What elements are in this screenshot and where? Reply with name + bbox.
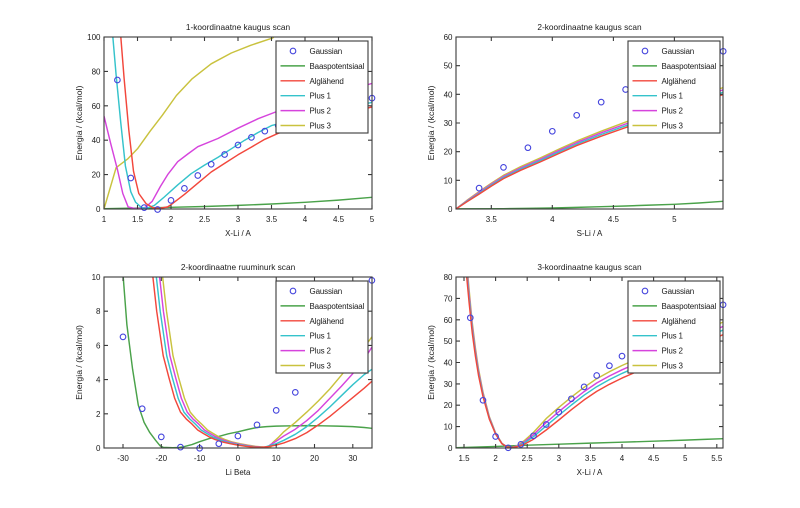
svg-text:2-koordinaatne ruuminurk scan: 2-koordinaatne ruuminurk scan [181,262,296,272]
svg-text:Li Beta: Li Beta [226,468,251,477]
svg-text:3: 3 [557,454,562,463]
svg-text:2: 2 [96,410,101,419]
svg-text:3.5: 3.5 [266,215,278,224]
svg-text:40: 40 [444,359,453,368]
svg-text:0: 0 [96,205,101,214]
svg-text:1.5: 1.5 [458,454,470,463]
svg-text:X-Li / A: X-Li / A [225,229,251,238]
svg-text:6: 6 [96,341,101,350]
svg-text:Energia / (kcal/mol): Energia / (kcal/mol) [426,85,436,160]
svg-text:0: 0 [96,444,101,453]
svg-text:4: 4 [620,454,625,463]
svg-text:Plus 1: Plus 1 [662,92,684,101]
svg-text:50: 50 [444,62,453,71]
svg-text:2.5: 2.5 [199,215,211,224]
svg-text:Energia / (kcal/mol): Energia / (kcal/mol) [74,325,84,400]
svg-text:Gaussian: Gaussian [662,287,695,296]
svg-text:4.5: 4.5 [333,215,345,224]
svg-text:10: 10 [444,423,453,432]
svg-text:80: 80 [444,273,453,282]
svg-text:2: 2 [169,215,174,224]
svg-text:2-koordinaatne kaugus scan: 2-koordinaatne kaugus scan [537,22,642,32]
svg-text:4: 4 [303,215,308,224]
svg-text:Plus 3: Plus 3 [310,362,332,371]
svg-text:Baaspotentsiaal: Baaspotentsiaal [662,62,717,71]
svg-text:0: 0 [448,205,453,214]
svg-text:Plus 3: Plus 3 [310,122,332,131]
svg-text:Alglähend: Alglähend [662,317,696,326]
svg-text:4.5: 4.5 [608,215,620,224]
svg-text:X-Li / A: X-Li / A [577,468,603,477]
svg-text:30: 30 [444,380,453,389]
svg-text:20: 20 [444,401,453,410]
svg-text:4: 4 [96,376,101,385]
svg-text:2.5: 2.5 [522,454,534,463]
svg-text:3-koordinaatne kaugus scan: 3-koordinaatne kaugus scan [537,262,642,272]
svg-text:20: 20 [310,454,319,463]
svg-text:Gaussian: Gaussian [310,47,343,56]
svg-text:100: 100 [87,33,101,42]
svg-text:60: 60 [92,102,101,111]
svg-text:Energia / (kcal/mol): Energia / (kcal/mol) [426,325,436,400]
svg-text:-20: -20 [156,454,168,463]
svg-text:10: 10 [92,273,101,282]
svg-text:-30: -30 [117,454,129,463]
svg-text:5: 5 [683,454,688,463]
svg-text:20: 20 [444,148,453,157]
svg-text:Plus 1: Plus 1 [310,332,332,341]
svg-text:60: 60 [444,33,453,42]
svg-text:S-Li / A: S-Li / A [577,229,603,238]
svg-text:Alglähend: Alglähend [662,77,696,86]
svg-text:1-koordinaatne kaugus scan: 1-koordinaatne kaugus scan [186,22,291,32]
svg-text:8: 8 [96,307,101,316]
svg-text:Alglähend: Alglähend [310,317,344,326]
svg-text:2: 2 [493,454,498,463]
svg-text:60: 60 [444,316,453,325]
svg-text:Gaussian: Gaussian [662,47,695,56]
svg-text:5: 5 [672,215,677,224]
svg-text:Plus 2: Plus 2 [662,107,684,116]
svg-text:3: 3 [236,215,241,224]
svg-text:1.5: 1.5 [132,215,144,224]
svg-text:4: 4 [550,215,555,224]
svg-text:20: 20 [92,171,101,180]
svg-text:30: 30 [444,119,453,128]
svg-text:Plus 3: Plus 3 [662,122,684,131]
svg-text:Gaussian: Gaussian [310,287,343,296]
svg-text:Plus 2: Plus 2 [310,107,332,116]
svg-text:10: 10 [444,176,453,185]
svg-text:80: 80 [92,67,101,76]
svg-text:10: 10 [272,454,281,463]
svg-text:70: 70 [444,294,453,303]
svg-text:Energia / (kcal/mol): Energia / (kcal/mol) [74,85,84,160]
svg-text:40: 40 [92,136,101,145]
svg-text:Baaspotentsiaal: Baaspotentsiaal [310,62,365,71]
svg-text:Plus 2: Plus 2 [310,347,332,356]
svg-text:-10: -10 [194,454,206,463]
svg-text:5.5: 5.5 [711,454,723,463]
svg-text:Plus 3: Plus 3 [662,362,684,371]
svg-text:3.5: 3.5 [585,454,597,463]
svg-text:Baaspotentsiaal: Baaspotentsiaal [662,302,717,311]
svg-text:Plus 2: Plus 2 [662,347,684,356]
svg-text:Baaspotentsiaal: Baaspotentsiaal [310,302,365,311]
svg-text:50: 50 [444,337,453,346]
svg-text:30: 30 [348,454,357,463]
svg-text:3.5: 3.5 [486,215,498,224]
svg-text:Plus 1: Plus 1 [310,92,332,101]
svg-text:5: 5 [370,215,375,224]
svg-text:Alglähend: Alglähend [310,77,344,86]
svg-text:Plus 1: Plus 1 [662,332,684,341]
svg-text:4.5: 4.5 [648,454,660,463]
svg-text:0: 0 [236,454,241,463]
svg-text:0: 0 [448,444,453,453]
svg-text:1: 1 [102,215,107,224]
svg-text:40: 40 [444,90,453,99]
